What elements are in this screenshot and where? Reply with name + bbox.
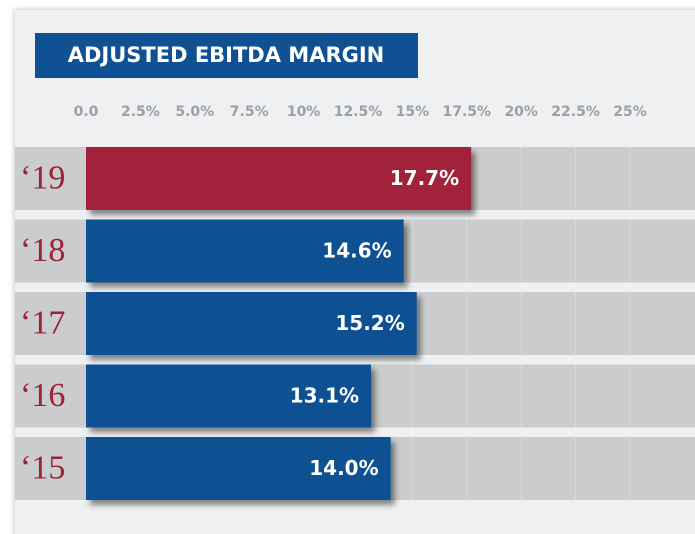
x-tick-label: 5.0%: [175, 104, 214, 120]
x-tick-label: 25%: [613, 104, 647, 120]
value-label: 14.0%: [309, 456, 378, 480]
category-label: ‘18: [20, 232, 65, 269]
bar: [86, 292, 417, 355]
category-label: ‘19: [20, 159, 65, 196]
x-tick-label: 10%: [287, 104, 321, 120]
category-label: ‘17: [20, 304, 65, 341]
x-tick-label: 17.5%: [443, 104, 492, 120]
value-label: 13.1%: [290, 384, 359, 408]
x-tick-label: 2.5%: [121, 104, 160, 120]
x-tick-label: 15%: [396, 104, 430, 120]
category-label: ‘16: [20, 377, 65, 414]
x-tick-label: 12.5%: [334, 104, 383, 120]
x-tick-label: 7.5%: [230, 104, 269, 120]
value-label: 15.2%: [335, 311, 404, 335]
value-label: 14.6%: [322, 239, 391, 263]
title-box: [35, 33, 418, 78]
value-label: 17.7%: [390, 166, 459, 190]
bar: [86, 364, 372, 428]
bar: [86, 147, 472, 210]
category-label: ‘15: [20, 449, 65, 486]
x-tick-label: 0.0: [74, 104, 99, 120]
chart-title: ADJUSTED EBITDA MARGIN: [68, 43, 385, 67]
bar: [86, 219, 404, 283]
x-tick-label: 20%: [504, 104, 538, 120]
x-tick-label: 22.5%: [551, 104, 600, 120]
bar: [86, 437, 391, 500]
